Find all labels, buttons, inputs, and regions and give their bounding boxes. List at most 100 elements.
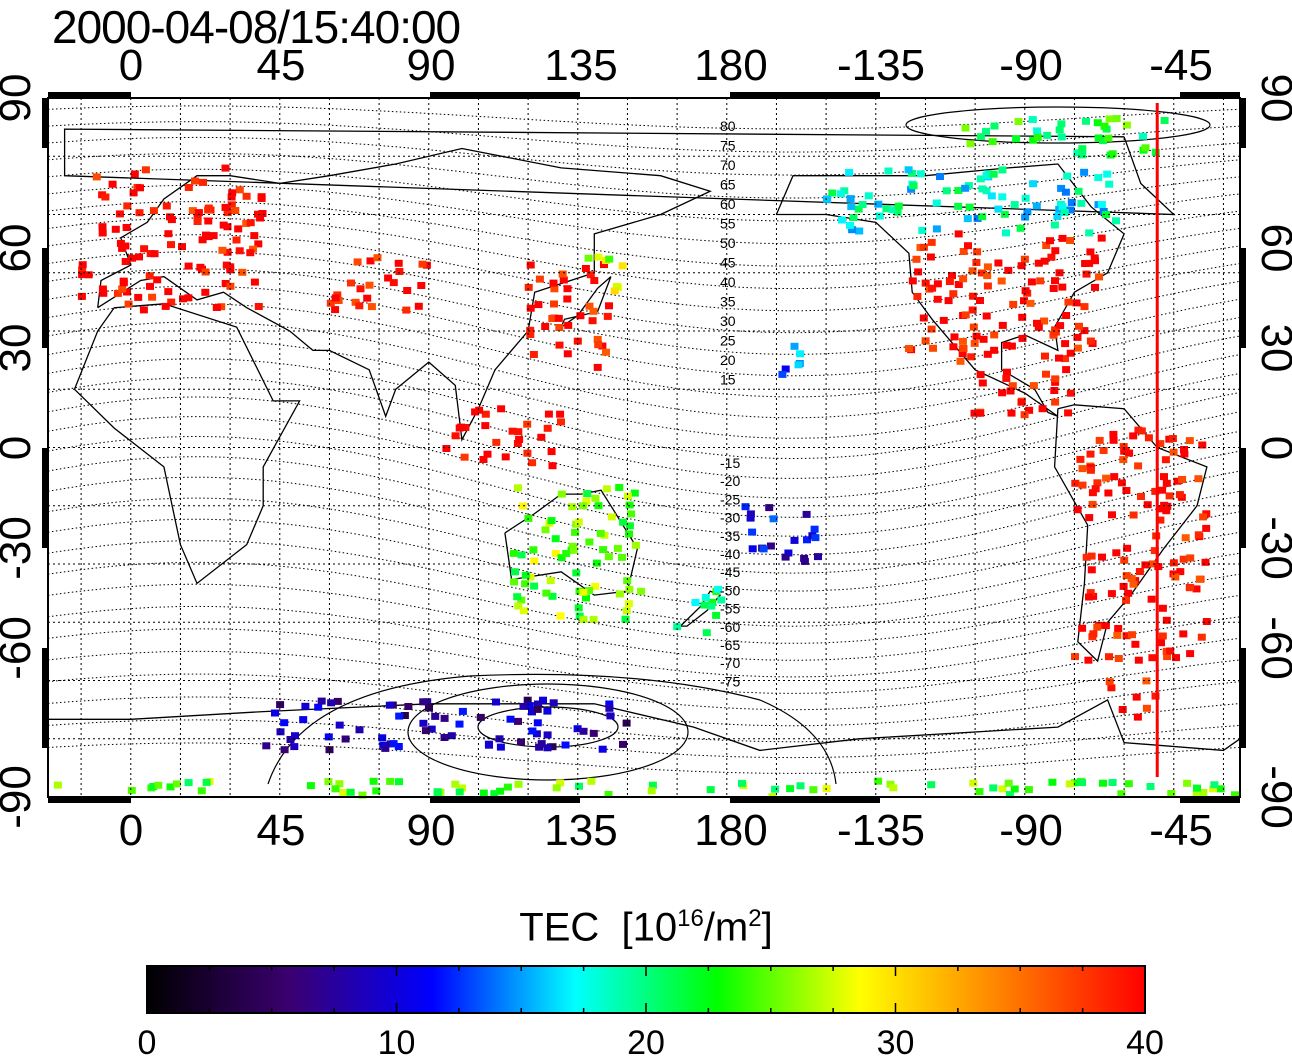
tec-cell: [618, 262, 627, 270]
tec-cell: [982, 312, 991, 320]
tec-cell: [178, 243, 186, 251]
y-tick-label-left: -90: [0, 765, 40, 829]
tec-cell: [1137, 427, 1146, 435]
tec-cell: [559, 276, 568, 284]
tec-cell: [613, 283, 621, 290]
tec-cell: [1110, 473, 1119, 481]
tec-cell: [451, 432, 460, 440]
tec-cell: [226, 282, 235, 290]
tec-cell: [982, 127, 990, 135]
tec-cell: [712, 611, 721, 619]
tec-cell: [1198, 441, 1207, 449]
contour-label: -75: [720, 673, 740, 689]
tec-cell: [581, 265, 590, 272]
tec-cell: [212, 304, 221, 311]
tec-cell: [317, 697, 326, 705]
tec-cell: [975, 788, 984, 796]
tec-cell: [1070, 779, 1079, 787]
tec-cell: [802, 510, 811, 518]
tec-cell: [528, 708, 536, 716]
tec-cell: [1169, 559, 1178, 567]
tec-cell: [1073, 506, 1082, 514]
tec-cell: [167, 298, 176, 306]
contour-label: -60: [720, 619, 740, 635]
tec-cell: [706, 786, 715, 794]
tec-cell: [1029, 136, 1038, 144]
tec-cell: [461, 424, 470, 431]
tec-cell: [1093, 119, 1102, 127]
tec-cell: [998, 785, 1007, 793]
tec-cell: [451, 780, 460, 788]
tec-cell: [700, 601, 709, 609]
tec-cell: [1005, 791, 1014, 799]
tec-cell: [1168, 435, 1177, 442]
tec-cell: [280, 746, 289, 754]
tec-cell: [1078, 151, 1087, 159]
tec-cell: [514, 780, 523, 788]
colorbar-label-main: TEC: [519, 905, 600, 950]
tec-cell: [414, 302, 423, 310]
tec-cell: [299, 716, 308, 724]
tec-cell: [618, 553, 626, 561]
tec-cell: [1148, 560, 1157, 568]
tec-cell: [227, 201, 236, 209]
tec-cell: [209, 232, 218, 240]
tec-cell: [561, 741, 570, 749]
tec-cell: [647, 787, 656, 795]
tec-cell: [963, 215, 972, 223]
tec-cell: [358, 791, 367, 799]
tec-cell: [128, 254, 136, 262]
tec-cell: [1108, 511, 1116, 519]
tec-cell: [1119, 456, 1128, 464]
tec-cell: [1137, 493, 1145, 500]
tec-cell: [84, 271, 93, 279]
tec-cell: [427, 725, 436, 733]
x-tick-label-bottom: 135: [544, 806, 617, 855]
magnetic-contour: [47, 321, 1241, 419]
tec-cell: [517, 551, 526, 559]
south-polar-contour: [407, 683, 689, 781]
tec-cell: [1141, 144, 1150, 152]
tec-cell: [1151, 692, 1160, 700]
tec-cell: [458, 707, 467, 715]
tec-cell: [1003, 368, 1011, 376]
tec-cell: [108, 180, 117, 188]
tec-cell: [1094, 174, 1103, 182]
tec-cell: [637, 587, 646, 595]
magnetic-contour: [47, 696, 1241, 743]
contour-label: -35: [720, 528, 740, 544]
tec-cell: [990, 331, 999, 339]
tec-cell: [976, 133, 985, 141]
tec-cell: [1186, 650, 1195, 658]
tec-cell: [809, 786, 818, 794]
tec-cell: [121, 258, 130, 265]
tec-cell: [276, 728, 285, 736]
tec-cell: [1175, 491, 1184, 499]
tec-region: [1105, 677, 1160, 721]
tec-cell: [766, 542, 775, 550]
tec-cell: [1093, 623, 1102, 631]
tec-cell: [572, 569, 581, 577]
tec-cell: [976, 175, 985, 183]
tec-cell: [914, 268, 923, 276]
tec-cell: [77, 292, 86, 300]
y-tick-label-right: -30: [1252, 516, 1292, 580]
tec-cell: [523, 420, 532, 428]
tec-cell: [987, 192, 996, 200]
tec-cell: [1086, 450, 1095, 458]
tec-cell: [1051, 398, 1060, 406]
tec-cell: [419, 719, 428, 727]
tec-cell: [966, 140, 975, 148]
tec-cell: [517, 738, 525, 746]
contour-label: -25: [720, 491, 740, 507]
tec-cell: [455, 788, 464, 796]
magnetic-contour: [47, 497, 1241, 592]
tec-cell: [1004, 266, 1013, 274]
tec-cell: [950, 333, 959, 341]
tec-cell: [1216, 785, 1225, 793]
tec-cell: [585, 587, 594, 594]
tec-cell: [707, 602, 716, 610]
tec-cell: [1086, 466, 1095, 474]
tec-cell: [1099, 137, 1107, 145]
tec-cell: [1122, 632, 1131, 640]
